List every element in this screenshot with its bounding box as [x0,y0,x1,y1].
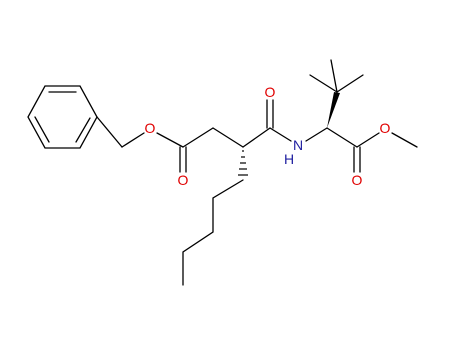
bond [96,116,123,148]
bond [330,59,338,93]
atom-label: N [293,137,303,153]
hashed-bond [238,150,248,176]
bond [356,132,380,148]
aromatic-bond [75,117,91,143]
atom-label: O [352,172,363,188]
bond [269,127,292,142]
wedge-bond [327,92,340,128]
atom-label: O [265,84,276,100]
atom-label: O [380,120,391,136]
bond [336,74,364,93]
bond [242,127,271,148]
atom-label: H [284,151,294,167]
atom-label: O [145,120,156,136]
pentyl-chain [182,179,244,286]
bond [212,127,244,148]
bond [309,74,338,93]
bond [182,127,214,148]
bond [121,132,145,148]
bonds [27,59,418,286]
bond [391,132,418,148]
atom-labels: O O O N H O O [145,84,391,188]
aromatic-bond [34,116,50,143]
benzene-ring [27,85,98,149]
bond [156,132,184,148]
atom-label: O [178,172,189,188]
bond [305,127,328,142]
bond [326,127,358,148]
